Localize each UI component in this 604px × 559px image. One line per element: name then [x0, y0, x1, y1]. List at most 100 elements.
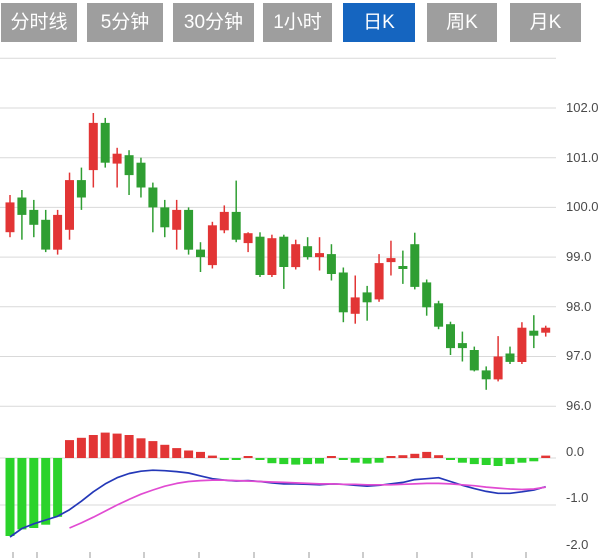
candle-down: [529, 315, 539, 349]
candle-down: [279, 234, 289, 289]
candle-up: [5, 195, 15, 238]
macd-axis-label: 0.0: [566, 444, 585, 459]
macd-bar-up: [160, 444, 170, 458]
macd-bar-down: [279, 458, 289, 465]
macd-bar-down: [303, 458, 313, 465]
macd-bar-down: [29, 458, 39, 528]
candle-up: [386, 240, 396, 276]
macd-bar-down: [41, 458, 51, 525]
macd-bar-up: [136, 438, 146, 458]
macd-bar-down: [350, 458, 360, 463]
candle-up: [172, 199, 182, 250]
candle-down: [410, 232, 420, 290]
candle-up: [88, 113, 98, 188]
candle-down: [338, 267, 348, 323]
macd-bar-up: [326, 456, 336, 458]
macd-bar-up: [434, 455, 444, 458]
macd-bar-down: [219, 458, 229, 460]
macd-bar-up: [386, 456, 396, 458]
tab-monthly-k[interactable]: 月K: [510, 3, 581, 42]
tab-timeline[interactable]: 分时线: [1, 3, 77, 42]
candle-up: [541, 325, 551, 337]
candle-down: [446, 321, 455, 355]
candle-up: [112, 147, 122, 188]
candle-down: [76, 167, 86, 210]
tab-daily-k[interactable]: 日K: [343, 3, 415, 42]
macd-bar-up: [124, 435, 134, 458]
candle-down: [422, 279, 432, 316]
macd-bar-down: [255, 458, 265, 460]
macd-dea-line: [69, 479, 546, 529]
candle-up: [65, 172, 74, 240]
price-axis-label: 98.0: [566, 299, 592, 314]
candle-down: [481, 366, 491, 390]
macd-bar-down: [362, 458, 372, 464]
macd-bar-up: [398, 455, 408, 458]
macd-bar-down: [267, 458, 277, 464]
macd-bar-down: [481, 458, 491, 465]
candle-down: [136, 157, 146, 198]
macd-bar-down: [374, 458, 384, 463]
candle-up: [243, 232, 253, 253]
price-axis-label: 99.0: [566, 249, 592, 264]
candle-down: [469, 346, 479, 372]
candles-layer: [5, 113, 551, 390]
candle-up: [207, 221, 217, 269]
macd-bar-up: [65, 440, 74, 458]
candle-down: [398, 250, 408, 284]
candle-down: [41, 209, 51, 253]
candle-down: [100, 117, 110, 168]
macd-histogram: [5, 432, 551, 536]
x-axis-ticks: [12, 552, 527, 558]
candle-down: [17, 190, 27, 240]
candle-down: [326, 244, 336, 281]
candle-up: [374, 254, 384, 302]
price-axis-label: 100.0: [566, 199, 599, 214]
macd-bar-down: [315, 458, 324, 464]
candle-down: [29, 199, 39, 238]
macd-bar-up: [541, 455, 551, 458]
candle-up: [219, 205, 229, 234]
macd-bar-down: [53, 458, 63, 517]
macd-bar-down: [469, 458, 479, 465]
candle-down: [231, 180, 241, 243]
macd-axis-label: -2.0: [566, 537, 589, 552]
candle-down: [362, 285, 372, 321]
price-axis-label: 101.0: [566, 150, 599, 165]
candle-down: [303, 237, 313, 260]
macd-bar-up: [148, 441, 158, 458]
macd-bar-down: [457, 458, 467, 463]
macd-bar-down: [505, 458, 515, 465]
macd-bar-up: [184, 450, 194, 458]
candle-down: [434, 300, 444, 330]
price-axis-label: 97.0: [566, 348, 592, 363]
macd-bar-up: [243, 456, 253, 458]
macd-bar-down: [517, 458, 527, 463]
candle-up: [315, 237, 324, 271]
candle-up: [493, 336, 503, 382]
macd-bar-down: [446, 458, 455, 460]
macd-bar-up: [172, 448, 182, 458]
candle-up: [517, 322, 527, 364]
candle-down: [505, 346, 515, 364]
macd-bar-down: [493, 458, 503, 466]
candle-down: [196, 242, 205, 272]
candle-up: [53, 209, 63, 255]
macd-bar-down: [338, 458, 348, 460]
macd-bar-down: [17, 458, 27, 530]
macd-bar-up: [100, 432, 110, 458]
macd-axis-label: -1.0: [566, 490, 589, 505]
macd-bar-down: [291, 458, 301, 465]
candle-down: [160, 199, 170, 238]
macd-bar-up: [112, 433, 122, 458]
tab-30min[interactable]: 30分钟: [173, 3, 254, 42]
candle-up: [291, 239, 301, 270]
tab-weekly-k[interactable]: 周K: [427, 3, 497, 42]
candle-down: [124, 150, 134, 195]
macd-bar-down: [5, 458, 15, 536]
tab-1hour[interactable]: 1小时: [263, 3, 332, 42]
candle-up: [350, 275, 360, 324]
tab-5min[interactable]: 5分钟: [87, 3, 163, 42]
macd-bar-down: [529, 458, 539, 462]
